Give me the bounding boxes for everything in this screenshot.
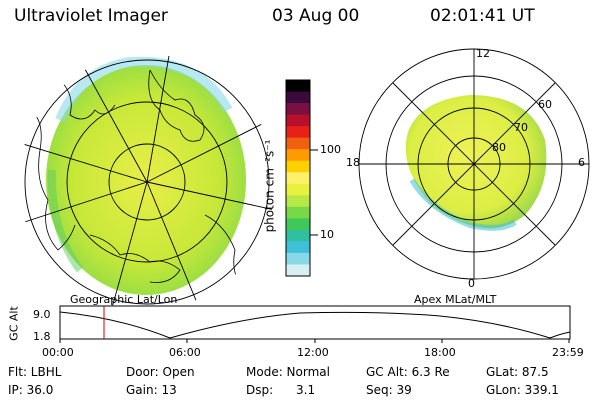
- geographic-view: [19, 54, 275, 310]
- altitude-curve: [59, 311, 571, 339]
- seq-status: Seq: 39: [366, 383, 412, 397]
- colorbar-segment: [286, 252, 310, 265]
- magnetic-view-label: Apex MLat/MLT: [414, 293, 497, 306]
- mlat-label-80: 80: [492, 141, 506, 154]
- colorbar-segment: [286, 218, 310, 231]
- ip-status: IP: 36.0: [8, 383, 54, 397]
- colorbar-segment: [286, 172, 310, 185]
- observation-time: 02:01:41 UT: [430, 6, 535, 26]
- geo-lat-circle-3: [24, 59, 270, 305]
- mlt-label-0: 0: [468, 277, 475, 290]
- colorbar-segment: [286, 137, 310, 150]
- geo-meridian-6: [146, 181, 275, 211]
- mlt-label-6: 6: [578, 156, 585, 169]
- colorbar-segment: [286, 195, 310, 208]
- altitude-axis-label: GC Alt: [7, 306, 21, 341]
- observation-date: 03 Aug 00: [272, 6, 360, 26]
- colorbar-segment: [286, 91, 310, 104]
- geo-meridian-1: [19, 139, 148, 183]
- colorbar-tick-label-100: 100: [320, 143, 341, 156]
- time-tick-1800: 18:00: [424, 346, 456, 359]
- time-tick-1200: 12:00: [297, 346, 329, 359]
- geo-lat-circle-2: [66, 101, 228, 263]
- altitude-plot-frame: [59, 305, 571, 340]
- colorbar-segment: [286, 103, 310, 116]
- geo-aurora-edge-top: [55, 56, 233, 122]
- colorbar-segment: [286, 183, 310, 196]
- geo-aurora-edge-left: [47, 169, 84, 273]
- colorbar-segment: [286, 80, 310, 93]
- geo-meridian-5: [146, 119, 271, 183]
- colorbar-segment: [286, 149, 310, 162]
- time-tick-0600: 06:00: [169, 346, 201, 359]
- mlt-label-12: 12: [476, 47, 490, 60]
- gain-status: Gain: 13: [126, 383, 177, 397]
- geo-meridian-7: [146, 181, 201, 310]
- geo-coastline-2: [148, 69, 205, 142]
- mode-status: Mode: Normal: [246, 365, 330, 379]
- filter-status: Flt: LBHL: [8, 365, 62, 379]
- door-status: Door: Open: [126, 365, 195, 379]
- colorbar-tick-label-10: 10: [320, 228, 334, 241]
- geo-coastline-5: [59, 79, 116, 120]
- magnetic-view: [358, 48, 590, 280]
- mag-aurora-edge: [409, 178, 517, 231]
- time-tick-2359: 23:59: [552, 346, 584, 359]
- colorbar-segment: [286, 241, 310, 254]
- glon-status: GLon: 339.1: [486, 383, 559, 397]
- geo-meridian-3: [79, 59, 148, 183]
- altitude-y-tick-low: 1.8: [33, 330, 51, 343]
- colorbar-frame: [285, 79, 311, 277]
- colorbar-segment: [286, 264, 310, 277]
- altitude-y-tick-high: 9.0: [33, 308, 51, 321]
- time-tick-0000: 00:00: [42, 346, 74, 359]
- colorbar-segment: [286, 206, 310, 219]
- geo-coastline-3: [89, 234, 181, 283]
- colorbar-segment: [286, 126, 310, 139]
- geo-lat-circle-1: [108, 143, 186, 221]
- gc-alt-status: GC Alt: 6.3 Re: [366, 365, 450, 379]
- altitude-plot: [59, 305, 571, 343]
- instrument-title: Ultraviolet Imager: [14, 6, 168, 26]
- colorbar-segment: [286, 114, 310, 127]
- geo-meridian-8: [109, 181, 148, 310]
- mlat-label-70: 70: [514, 121, 528, 134]
- mag-meridian-diag-2: [392, 82, 556, 246]
- mlat-label-60: 60: [538, 98, 552, 111]
- colorbar-segment: [286, 229, 310, 242]
- mlt-label-18: 18: [346, 156, 360, 169]
- colorbar-segment: [286, 160, 310, 173]
- geo-meridian-4: [146, 54, 171, 183]
- colorbar-unit-label: photon cm⁻²s⁻¹: [262, 139, 277, 233]
- geographic-view-label: Geographic Lat/Lon: [70, 293, 178, 306]
- colorbar: [285, 79, 311, 277]
- glat-status: GLat: 87.5: [486, 365, 549, 379]
- dsp-status: Dsp: 3.1: [246, 383, 316, 397]
